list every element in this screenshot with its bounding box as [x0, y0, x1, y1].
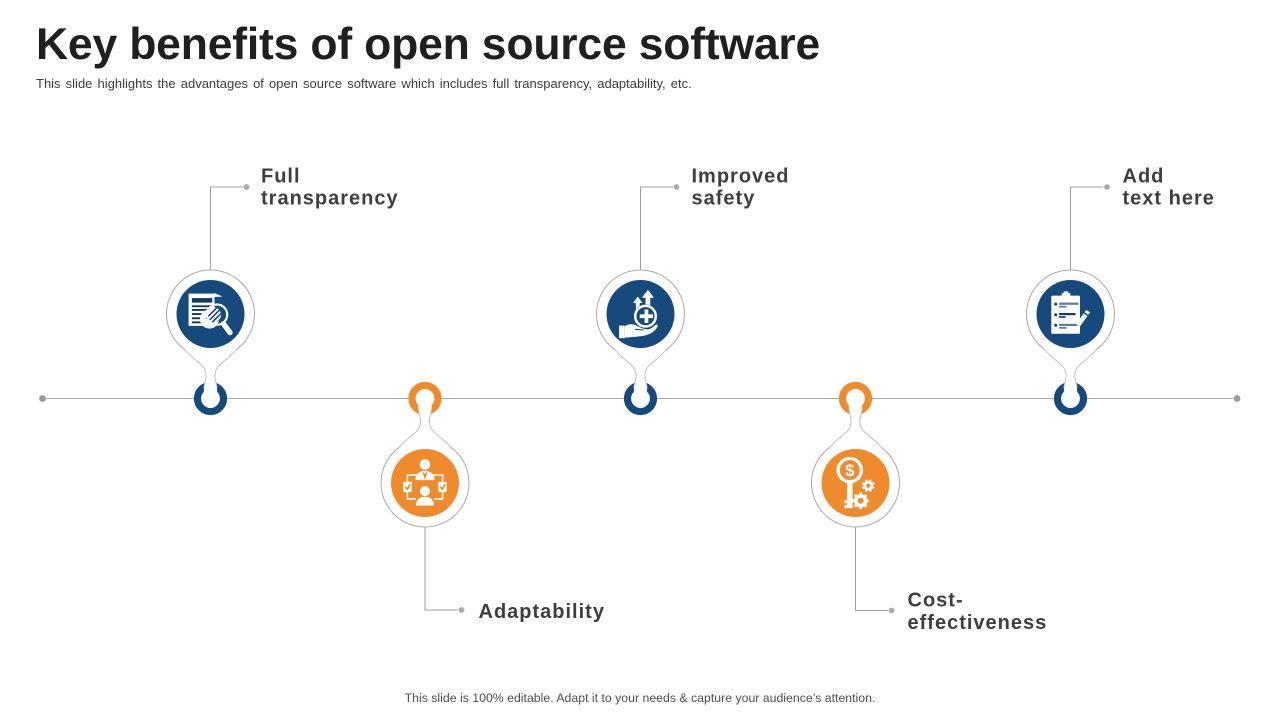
svg-text:Add: Add — [1123, 166, 1165, 188]
svg-text:transparency: transparency — [261, 188, 399, 210]
svg-text:This slide highlights the adva: This slide highlights the advantages of … — [36, 76, 692, 91]
svg-text:effectiveness: effectiveness — [908, 612, 1048, 634]
svg-text:Cost-: Cost- — [908, 590, 964, 612]
svg-text:safety: safety — [692, 188, 756, 210]
svg-text:text here: text here — [1123, 188, 1215, 210]
svg-text:Full: Full — [261, 166, 301, 188]
svg-text:This slide is 100% editable. A: This slide is 100% editable. Adapt it to… — [405, 691, 876, 705]
svg-text:$: $ — [845, 461, 855, 480]
svg-text:Adaptability: Adaptability — [479, 601, 605, 623]
svg-text:Key benefits of open source so: Key benefits of open source software — [36, 20, 820, 69]
svg-text:Improved: Improved — [692, 166, 790, 188]
